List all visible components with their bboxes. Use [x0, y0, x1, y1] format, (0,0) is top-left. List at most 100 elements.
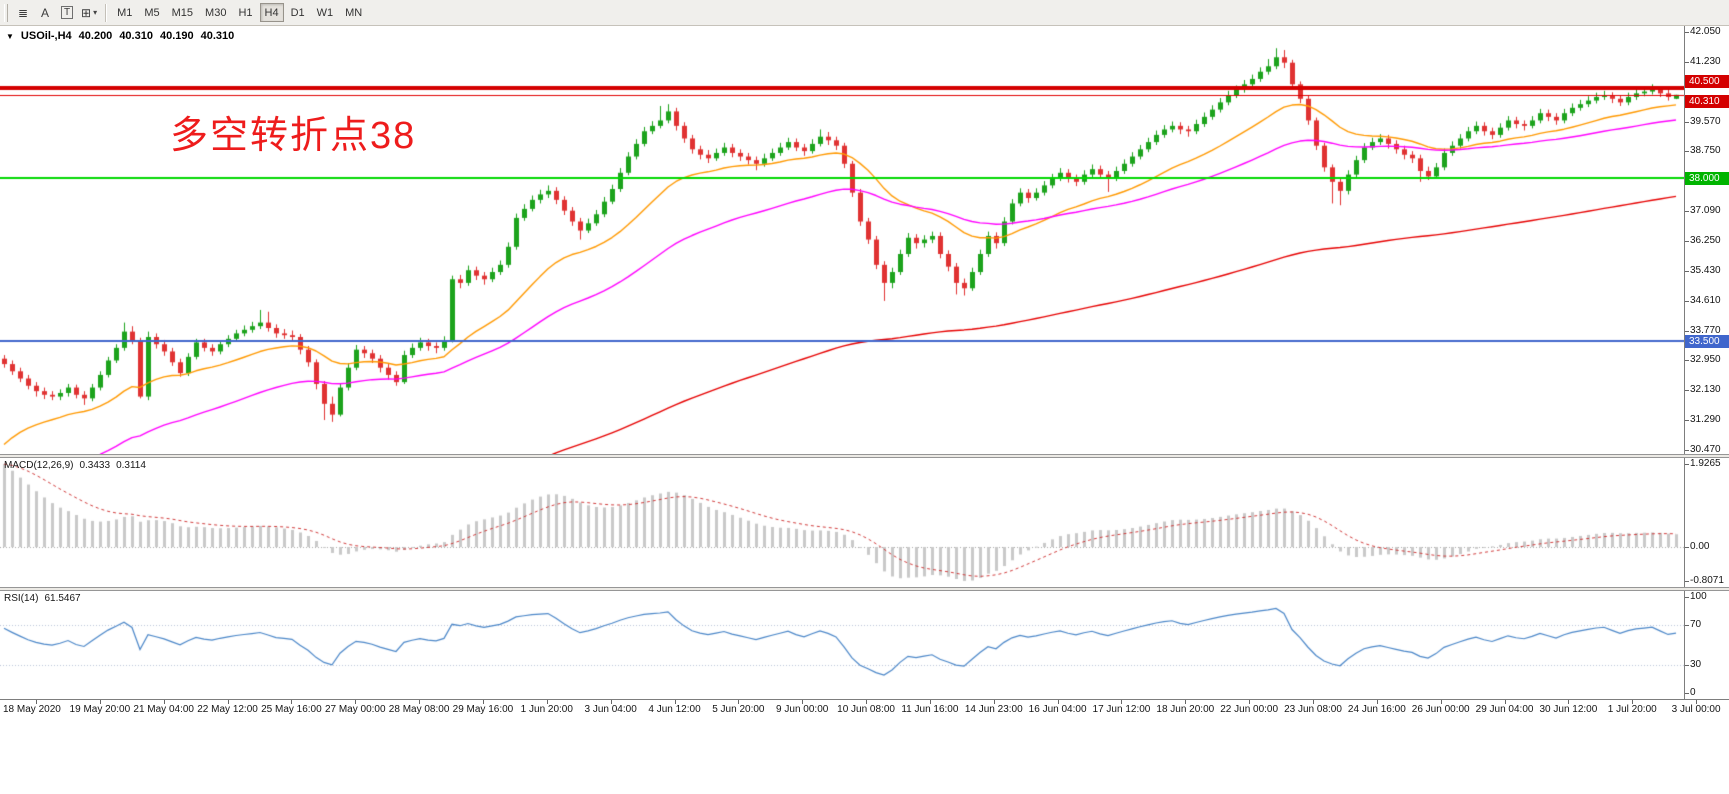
rsi-value: 61.5467: [44, 593, 81, 604]
arrow-tool-icon[interactable]: A: [40, 5, 49, 20]
time-tick: [99, 700, 101, 704]
macd-axis-tick: 1.9265: [1685, 458, 1721, 469]
rsi-axis-tick: 30: [1684, 659, 1702, 670]
panel-divider[interactable]: [0, 454, 1729, 458]
time-tick: [674, 700, 676, 704]
time-label: 9 Jun 00:00: [776, 704, 829, 715]
rsi-axis[interactable]: 100 70 30 0: [1684, 591, 1729, 699]
timeframe-button-m30[interactable]: M30: [205, 6, 227, 19]
time-label: 30 Jun 12:00: [1539, 704, 1598, 715]
time-label: 27 May 00:00: [324, 704, 386, 715]
time-label: 18 May 2020: [3, 704, 61, 715]
price-axis[interactable]: 42.050 41.230 39.570 38.750 37.090 36.250 35.4…: [1684, 26, 1729, 455]
time-tick: [1057, 700, 1059, 704]
price-tick: 41.230: [1685, 55, 1721, 67]
timeframe-button-w1[interactable]: W1: [316, 6, 334, 19]
ohlc-low: 40.190: [159, 30, 194, 42]
price-level-badge: 38.000: [1685, 172, 1729, 186]
chart-title: ▼ USOil-,H4 40.200 40.310 40.190 40.310: [6, 30, 234, 42]
window-menu-icon[interactable]: ▼: [6, 31, 14, 41]
price-tick: 34.610: [1685, 294, 1721, 306]
time-tick: [355, 700, 357, 704]
time-label: 18 Jun 20:00: [1156, 704, 1215, 715]
timeframe-button-m1[interactable]: M1: [117, 6, 133, 19]
time-tick: [993, 700, 995, 704]
main-chart-canvas[interactable]: [0, 26, 1684, 454]
symbol-period-label: USOil-,H4: [20, 30, 72, 42]
time-tick: [1121, 700, 1123, 704]
macd-axis[interactable]: 1.9265 0.00 -0.8071: [1684, 458, 1729, 587]
time-label: 22 Jun 00:00: [1220, 704, 1279, 715]
time-label: 19 May 20:00: [69, 704, 131, 715]
macd-label: MACD(12,26,9): [4, 460, 74, 471]
timeframe-button-mn[interactable]: MN: [345, 6, 363, 19]
price-tick: 32.130: [1685, 384, 1721, 396]
timeframe-button-m15[interactable]: M15: [171, 6, 194, 19]
time-label: 29 May 16:00: [452, 704, 514, 715]
time-label: 22 May 12:00: [197, 704, 258, 715]
price-tick: 39.570: [1685, 115, 1721, 127]
timeframe-button-h4[interactable]: H4: [259, 3, 284, 22]
macd-signal-value: 0.3114: [116, 460, 146, 471]
time-label: 10 Jun 08:00: [837, 704, 895, 715]
crosshair-tool-icon[interactable]: ⊞ ▾: [81, 5, 98, 20]
time-label: 4 Jun 12:00: [648, 704, 701, 715]
time-label: 5 Jun 20:00: [712, 704, 765, 715]
time-tick: [1568, 700, 1570, 704]
time-tick: [738, 700, 740, 704]
timeframe-button-m5[interactable]: M5: [144, 6, 160, 19]
macd-header: MACD(12,26,9) 0.3433 0.3114: [4, 460, 146, 471]
main-chart-panel: ▼ USOil-,H4 40.200 40.310 40.190 40.310 …: [0, 26, 1729, 455]
toolbar: ≣ A T ⊞ ▾ M1 M5 M15 M30 H1 H4 D1 W1 MN: [0, 0, 1729, 26]
time-label: 25 May 16:00: [261, 704, 322, 715]
rsi-axis-tick: 0: [1685, 687, 1696, 698]
time-tick: [1376, 700, 1378, 704]
price-tick: 33.770: [1685, 324, 1721, 336]
price-tick: 42.050: [1685, 26, 1721, 37]
time-label: 3 Jun 04:00: [584, 704, 637, 715]
objects-list-icon[interactable]: ≣: [17, 5, 29, 20]
chart-annotation-text[interactable]: 多空转折点38: [170, 115, 417, 157]
time-label: 23 Jun 08:00: [1284, 704, 1342, 715]
price-level-badge: 40.500: [1685, 74, 1729, 88]
rsi-panel: RSI(14) 61.5467 100 70 30 0: [0, 591, 1729, 699]
price-tick: 30.470: [1685, 444, 1721, 455]
rsi-label: RSI(14): [4, 593, 39, 604]
time-label: 28 May 08:00: [388, 704, 450, 715]
panel-divider[interactable]: [0, 587, 1729, 591]
time-label: 16 Jun 04:00: [1028, 704, 1087, 715]
price-tick: 35.430: [1685, 264, 1721, 276]
caret-down-icon: ▾: [93, 8, 98, 17]
time-tick: [1313, 700, 1314, 704]
time-tick: [802, 700, 804, 704]
time-axis[interactable]: 18 May 2020 19 May 20:00 21 May 04:00 22 Ma…: [0, 699, 1729, 716]
time-label: 14 Jun 23:00: [964, 704, 1023, 715]
time-tick: [291, 700, 293, 704]
price-tick: 38.750: [1685, 145, 1721, 157]
price-tick: 37.090: [1685, 205, 1721, 217]
time-label: 1 Jun 20:00: [520, 704, 573, 715]
rsi-canvas[interactable]: [0, 591, 1684, 699]
time-label: 21 May 04:00: [133, 704, 194, 715]
time-tick: [610, 700, 612, 704]
time-tick: [1440, 700, 1442, 704]
price-level-badge: 33.500: [1685, 334, 1729, 348]
time-label: 29 Jun 04:00: [1475, 704, 1534, 715]
time-tick: [1249, 700, 1251, 704]
rsi-header: RSI(14) 61.5467: [4, 593, 81, 604]
timeframe-button-h1[interactable]: H1: [238, 6, 253, 19]
macd-panel: MACD(12,26,9) 0.3433 0.3114 1.9265 0.00 -0…: [0, 458, 1729, 587]
price-tick: 32.950: [1685, 354, 1721, 366]
text-tool-icon[interactable]: T: [56, 3, 78, 23]
time-tick: [482, 700, 484, 704]
time-label: 3 Jul 00:00: [1671, 704, 1721, 715]
time-tick: [929, 700, 931, 704]
toolbar-drag-handle[interactable]: [4, 3, 8, 22]
price-tick: 36.250: [1685, 235, 1721, 247]
ohlc-high: 40.310: [119, 30, 153, 42]
macd-canvas[interactable]: [0, 458, 1684, 587]
timeframe-button-d1[interactable]: D1: [290, 6, 305, 19]
price-level-badge: 40.310: [1685, 94, 1729, 108]
empty-workspace: [0, 716, 1729, 794]
